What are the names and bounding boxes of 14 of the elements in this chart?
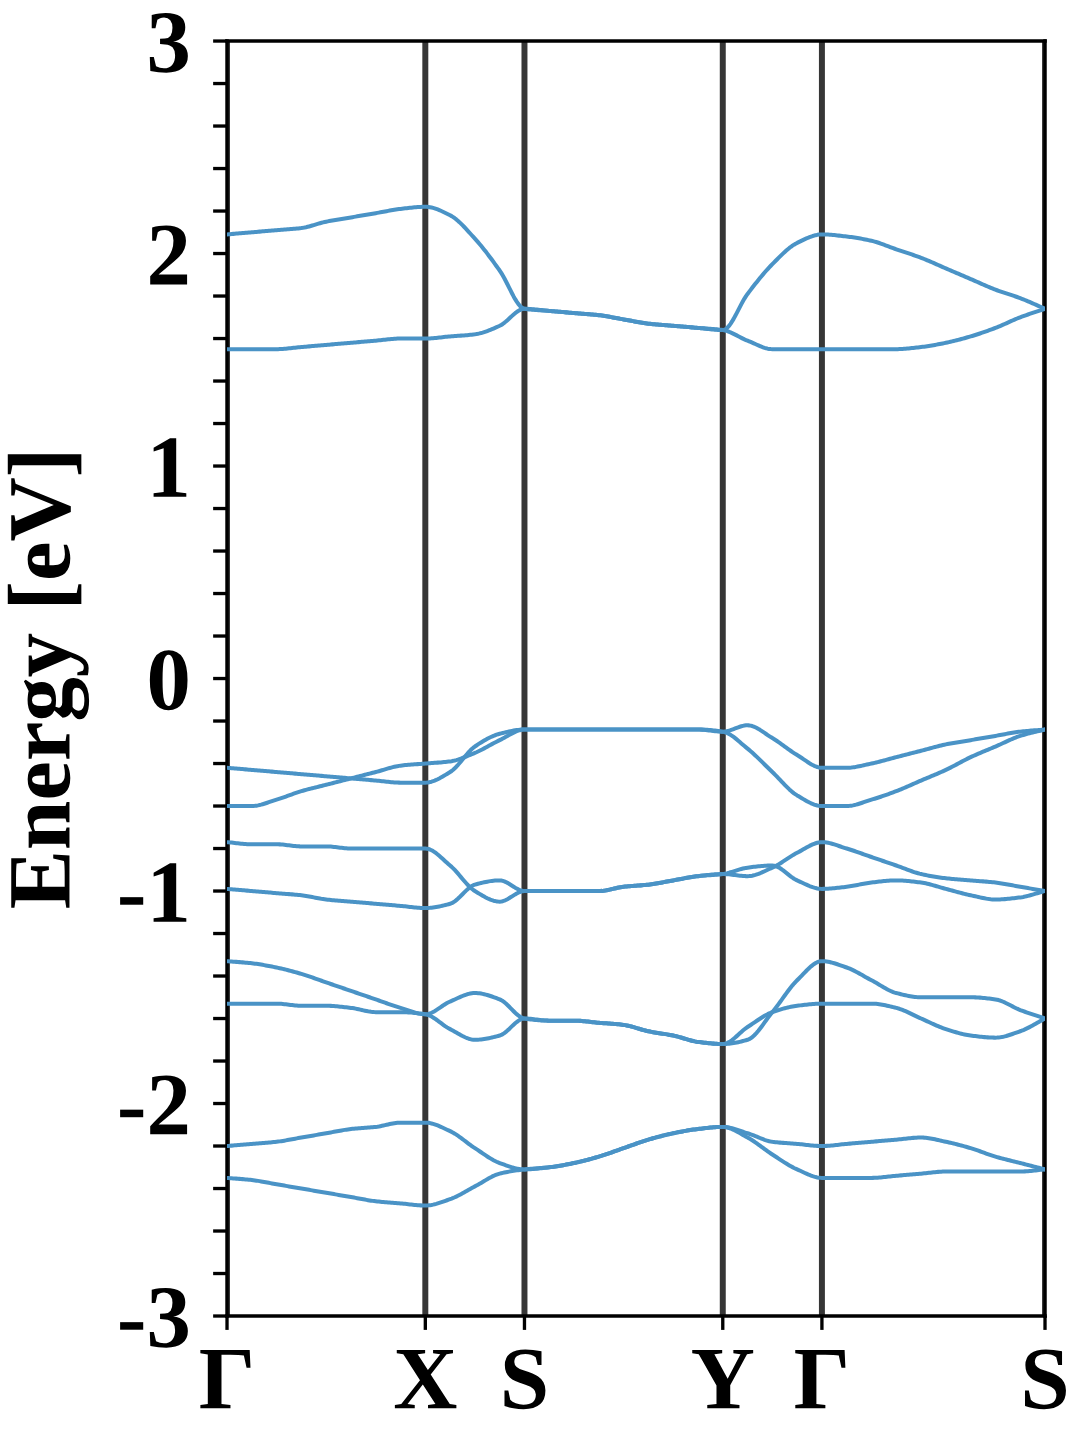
x-tick-label: S [1025,1349,1066,1410]
y-tick-label: 1 [153,438,187,497]
y-tick-label: 3 [149,13,188,73]
x-tick-label: Y [692,1350,754,1409]
x-tick-label: Γ [200,1350,251,1409]
y-tick-label: -3 [120,1288,188,1348]
y-tick-label: -1 [120,863,187,922]
y-tick-label: 2 [150,225,188,285]
x-tick-label: S [504,1349,546,1410]
y-tick-label: -2 [120,1075,188,1135]
y-axis-title: Energy [eV] [7,454,90,908]
x-tick-label: Γ [795,1350,846,1409]
y-tick-label: 0 [149,650,188,711]
x-tick-label: X [394,1350,457,1409]
